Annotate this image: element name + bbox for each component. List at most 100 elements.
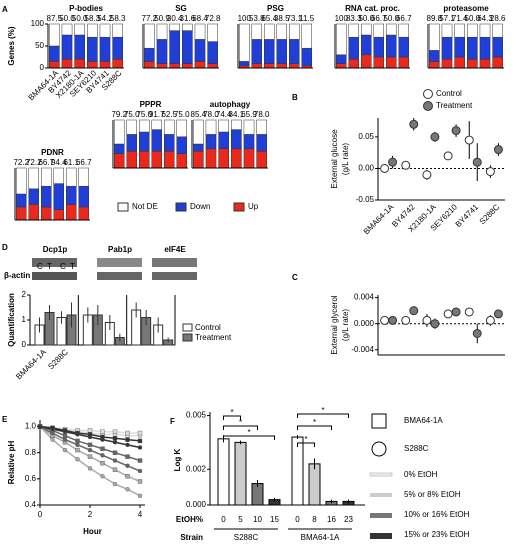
bar-segment [301,47,312,67]
bar-segment [28,204,39,221]
x-tick-label: 16 [327,515,336,524]
bar-segment [114,119,125,145]
marker [75,447,80,453]
bar-segment [49,45,60,62]
bar-segment [151,150,162,169]
annotation: 72.8 [205,14,221,23]
legend-label: 0% EtOH [404,470,438,479]
bar-segment [251,23,262,40]
marker [37,424,43,429]
bar-segment [61,23,73,36]
marker [112,436,118,441]
bar-segment [373,23,384,38]
bar-segment [264,39,275,64]
bar-segment [28,167,39,190]
annotation: 78.0 [203,110,219,119]
y-tick-label: 0.000 [186,500,207,509]
bar-segment [398,23,409,38]
legend-swatch [182,323,193,332]
x-tick-label: 0 [295,515,300,524]
marker [112,467,118,472]
point [451,126,461,136]
legend-swatch [175,202,187,212]
legend-label: Not DE [132,202,158,211]
annotation: * [321,406,324,415]
bar-segment [61,34,73,60]
blot-title: Pab1p [108,245,132,254]
x-tick-label: 0 [221,515,226,524]
bar-segment [373,56,384,69]
x-tick-label: 15 [270,515,279,524]
bar-segment [251,63,262,69]
bar-segment [194,23,206,40]
legend-circle [371,441,387,457]
annotation: * [247,428,250,437]
marker [87,447,93,453]
bar-segment [386,56,397,69]
marker [87,454,93,459]
bar-segment [61,58,73,69]
annotation: 38.5 [274,14,290,23]
bar-segment [41,185,52,208]
sig-bracket [223,435,275,440]
point [485,315,495,325]
point [422,170,432,180]
panel-label: A [2,5,8,14]
marker [125,437,130,442]
bar-segment [66,185,77,205]
bar-segment [112,58,123,69]
annotation: * [230,408,233,417]
bar-segment [441,36,453,60]
x-tick-label: 2 [88,510,93,519]
legend-label: BMA64-1A [404,416,443,425]
bar-segment [151,119,162,130]
y-tick-label: 2 [22,290,27,299]
bar-segment [386,34,397,58]
bar-segment [53,167,64,184]
point [388,157,398,167]
blots [32,258,197,280]
marker [100,460,105,466]
point [430,319,440,329]
legend-label: Treatment [436,101,473,110]
y-tick-label: 0.05 [358,132,374,141]
y-tick-label: 0 [40,63,45,72]
bar-segment [182,30,193,64]
bar-segment [114,153,125,169]
sig-bracket [223,425,258,430]
bar [217,438,230,506]
annotation: 66.7 [76,158,92,167]
bar-segment [239,61,250,67]
bar-segment [169,30,180,64]
annotation: 91.7 [149,110,165,119]
annotation: 50.0 [59,14,75,23]
marker [125,442,130,448]
y-axis-label: Quantification [7,293,16,347]
bar-segment [398,56,409,69]
annotation: 75.0 [124,110,140,119]
bar-segment [231,119,242,130]
point [401,160,411,170]
bar [234,441,247,506]
bar-segment [441,58,453,69]
legend-label: Control [195,323,221,332]
point [464,307,474,317]
marker [100,453,105,458]
marker [87,442,93,448]
y-tick-label: 100 [31,19,45,28]
annotation: 66.7 [371,14,387,23]
strain-label: BMA64-1A [301,533,340,542]
marker [75,442,80,448]
annotation: 54.2 [97,14,113,23]
bar-segment [41,167,52,187]
bar-segment [264,63,275,69]
bar-segment [99,61,111,69]
bar-segment [156,23,168,40]
bar-segment [429,61,440,69]
bar-segment [78,206,89,221]
annotation: 83.3 [346,14,362,23]
bar-segment [207,23,218,42]
bar-segment [99,23,111,38]
marker [87,428,93,433]
sig-bracket [297,425,332,430]
